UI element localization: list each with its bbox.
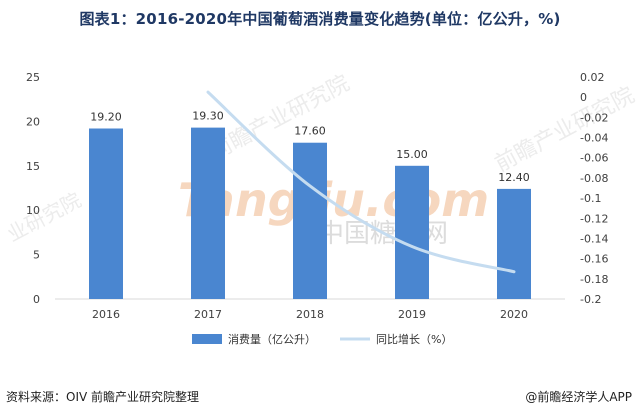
legend-bar-label: 消费量（亿公升） (228, 332, 316, 346)
bar (395, 165, 429, 299)
bar-value-label: 12.40 (498, 171, 530, 184)
left-axis-tick-label: 5 (33, 249, 40, 262)
right-axis-tick-label: -0.12 (580, 212, 608, 225)
line-series (206, 90, 516, 274)
right-axis-tick-label: -0.02 (580, 111, 608, 124)
watermark-text: 前瞻产业研究院 (491, 83, 639, 177)
bar-value-label: 19.20 (90, 111, 122, 124)
legend-bar-swatch (192, 334, 222, 344)
right-axis-tick-label: -0.2 (580, 293, 601, 306)
brand-credit: @前瞻经济学人APP (525, 390, 632, 404)
watermark-text: 前瞻产业研究院 (206, 71, 354, 165)
x-axis-tick-label: 2017 (194, 308, 222, 321)
bar-series: 19.20 19.30 17.60 15.00 12.40 (89, 110, 531, 299)
chart-title: 图表1：2016-2020年中国葡萄酒消费量变化趋势(单位：亿公升，%) (79, 10, 561, 28)
right-axis-tick-label: -0.06 (580, 152, 608, 165)
bar-value-label: 17.60 (294, 125, 326, 138)
bar (293, 142, 327, 299)
bar-value-label: 19.30 (192, 110, 224, 123)
bar (191, 127, 225, 299)
bar (89, 128, 123, 299)
source-note: 资料来源：OIV 前瞻产业研究院整理 (6, 390, 200, 404)
x-axis-tick-label: 2020 (500, 308, 528, 321)
right-axis-tick-label: -0.08 (580, 172, 608, 185)
x-axis-tick-label: 2016 (92, 308, 120, 321)
left-axis-tick-label: 10 (26, 204, 40, 217)
watermark-text: Tangjiu.com (178, 173, 489, 227)
left-axis-tick-label: 15 (26, 160, 40, 173)
left-axis-tick-label: 0 (33, 293, 40, 306)
right-axis-tick-label: -0.14 (580, 232, 608, 245)
legend: 消费量（亿公升） 同比增长（%） (192, 332, 452, 346)
left-axis-tick-label: 25 (26, 71, 40, 84)
x-axis-tick-label: 2019 (398, 308, 426, 321)
bar-value-label: 15.00 (396, 148, 428, 161)
right-axis-tick-label: -0.16 (580, 253, 608, 266)
left-axis-tick-label: 20 (26, 115, 40, 128)
x-axis-tick-label: 2018 (296, 308, 324, 321)
watermark-text: 业研究院 (3, 188, 85, 247)
right-axis-tick-label: -0.18 (580, 273, 608, 286)
growth-line (206, 90, 516, 274)
legend-line-label: 同比增长（%） (376, 332, 452, 346)
right-axis-tick-label: 0 (580, 91, 587, 104)
axes: 0 5 10 15 20 25 0.02 0 -0.02 -0.04 -0.06 -0.08 -0.1 -… (26, 71, 608, 321)
right-axis-tick-label: 0.02 (580, 71, 605, 84)
bar (497, 188, 531, 299)
right-axis-tick-label: -0.1 (580, 192, 601, 205)
right-axis-tick-label: -0.04 (580, 132, 608, 145)
